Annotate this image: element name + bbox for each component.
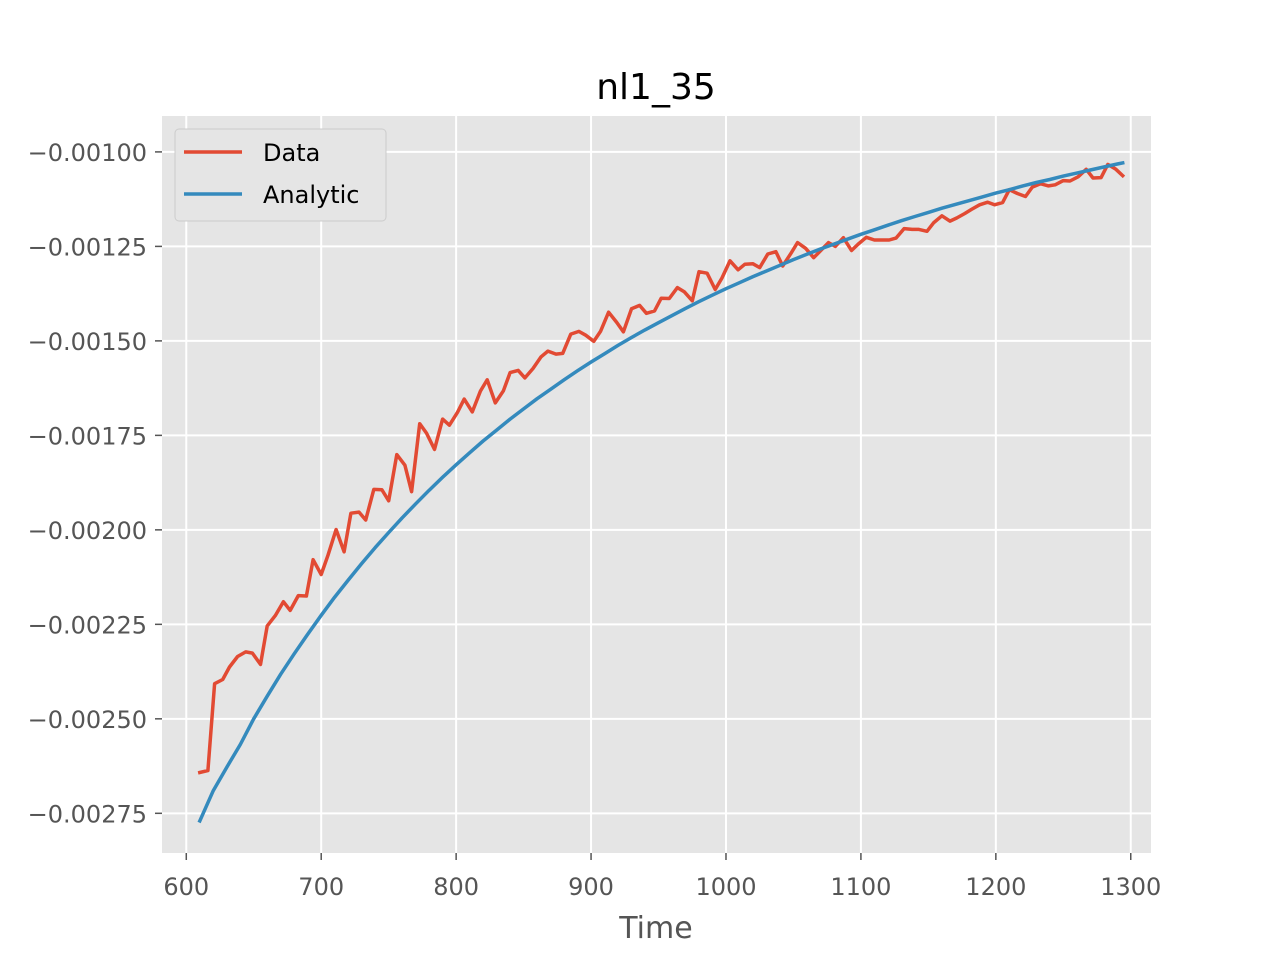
legend-label-analytic: Analytic [263, 181, 359, 209]
plot-area [162, 116, 1151, 853]
x-axis-label: Time [618, 911, 692, 946]
series-lines [197, 160, 1126, 824]
y-tick-label: −0.00150 [28, 328, 147, 356]
y-tick-label: −0.00125 [28, 233, 147, 261]
y-tick-label: −0.00225 [28, 611, 147, 639]
x-tick-label: 1100 [830, 873, 891, 901]
y-tick-label: −0.00175 [28, 422, 147, 450]
y-tick-label: −0.00200 [28, 517, 147, 545]
x-tick-label: 800 [433, 873, 479, 901]
y-tick-label: −0.00100 [28, 139, 147, 167]
chart-title: nl1_35 [596, 67, 716, 108]
y-tick-label: −0.00275 [28, 800, 147, 828]
x-tick-label: 1300 [1100, 873, 1161, 901]
series-line-analytic [197, 160, 1125, 824]
legend-label-data: Data [263, 139, 320, 167]
legend: Data Analytic [174, 128, 387, 222]
series-line-data [197, 162, 1126, 775]
y-tick-label: −0.00250 [28, 706, 147, 734]
x-tick-label: 900 [568, 873, 614, 901]
x-tick-label: 600 [163, 873, 209, 901]
x-tick-label: 1000 [695, 873, 756, 901]
y-axis-ticks: −0.00100 −0.00125 −0.00150 −0.00175 −0.00200… [28, 139, 162, 828]
x-tick-label: 700 [298, 873, 344, 901]
x-axis-ticks: 600 700 800 900 1000 1100 1200 1300 [163, 853, 1161, 901]
x-tick-label: 1200 [965, 873, 1026, 901]
